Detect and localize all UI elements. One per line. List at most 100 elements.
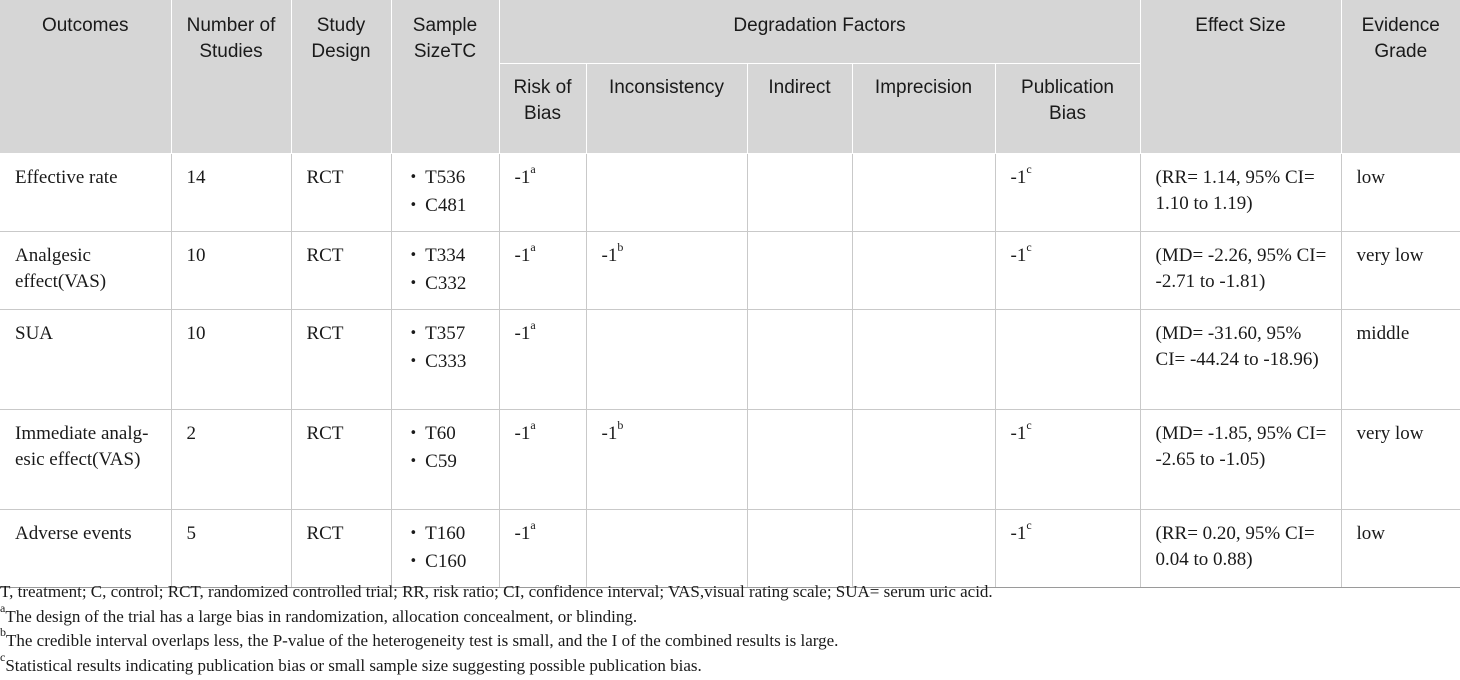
cell-risk-of-bias: -1a [499, 231, 587, 310]
risk-of-bias-value: -1 [514, 423, 531, 444]
cell-effect-size: (MD= -2.26, 95% CI= -2.71 to -1.81) [1140, 231, 1342, 310]
header-publication-bias: Publication Bias [995, 63, 1141, 154]
inconsistency-value-marker: b [617, 239, 624, 254]
publication-bias-value-marker: c [1026, 517, 1032, 532]
cell-risk-of-bias: -1a [499, 309, 587, 410]
cell-imprecision [852, 153, 996, 232]
cell-evidence-grade: low [1341, 153, 1460, 232]
cell-effect-size: (MD= -31.60, 95% CI= -44.24 to -18.96) [1140, 309, 1342, 410]
cell-evidence-grade: middle [1341, 309, 1460, 410]
publication-bias-value: -1 [1010, 167, 1027, 188]
cell-risk-of-bias: -1a [499, 509, 587, 588]
cell-inconsistency [586, 509, 748, 588]
sample-control: C333 [410, 349, 491, 377]
sample-control: C59 [410, 449, 491, 477]
risk-of-bias-value: -1 [514, 245, 531, 266]
risk-of-bias-value-marker: a [530, 239, 536, 254]
cell-evidence-grade: very low [1341, 409, 1460, 510]
cell-study-design: RCT [291, 309, 392, 410]
header-outcomes: Outcomes [0, 0, 172, 154]
header-effect-size: Effect Size [1140, 0, 1342, 154]
footnote-a: aThe design of the trial has a large bia… [0, 602, 1460, 630]
cell-imprecision [852, 231, 996, 310]
cell-indirect [747, 231, 853, 310]
risk-of-bias-value-marker: a [530, 161, 536, 176]
risk-of-bias-value: -1 [514, 523, 531, 544]
cell-risk-of-bias: -1a [499, 153, 587, 232]
outcome-text: Adverse events [15, 523, 132, 544]
cell-study-design: RCT [291, 153, 392, 232]
publication-bias-value-marker: c [1026, 417, 1032, 432]
inconsistency-value-marker: b [617, 417, 624, 432]
sample-treatment: T160 [410, 521, 491, 549]
footnote-a-text: The design of the trial has a large bias… [5, 606, 638, 626]
cell-number-of-studies: 2 [171, 409, 292, 510]
cell-indirect [747, 509, 853, 588]
cell-outcome: Effective rate [0, 153, 172, 232]
sample-size-list: T357C333 [407, 321, 491, 377]
evidence-grade-text: very low [1356, 423, 1424, 444]
footnote-b-marker: b [0, 625, 6, 640]
outcome-text: Immediate analg-esic effect(VAS) [15, 423, 149, 470]
sample-size-list: T60C59 [407, 421, 491, 477]
cell-imprecision [852, 509, 996, 588]
table-footnotes: T, treatment; C, control; RCT, randomize… [0, 580, 1460, 678]
footnote-a-marker: a [0, 600, 6, 615]
grade-evidence-table: Outcomes Number of Studies Study Design … [0, 0, 1460, 588]
cell-imprecision [852, 409, 996, 510]
design-text: RCT [306, 245, 344, 266]
header-sample-size: Sample SizeTC [391, 0, 500, 154]
design-text: RCT [306, 423, 344, 444]
publication-bias-value: -1 [1010, 523, 1027, 544]
cell-publication-bias: -1c [995, 409, 1141, 510]
cell-sample-size: T357C333 [391, 309, 500, 410]
cell-outcome: Analgesic effect(VAS) [0, 231, 172, 310]
cell-inconsistency [586, 309, 748, 410]
cell-outcome: SUA [0, 309, 172, 410]
cell-effect-size: (RR= 1.14, 95% CI= 1.10 to 1.19) [1140, 153, 1342, 232]
header-inconsistency: Inconsistency [586, 63, 748, 154]
outcome-text: Effective rate [15, 167, 118, 188]
design-text: RCT [306, 523, 344, 544]
inconsistency-value: -1 [601, 423, 618, 444]
cell-number-of-studies: 10 [171, 309, 292, 410]
effect-size-text: (MD= -1.85, 95% CI= -2.65 to -1.05) [1155, 423, 1327, 470]
cell-study-design: RCT [291, 509, 392, 588]
cell-publication-bias: -1c [995, 231, 1141, 310]
cell-indirect [747, 409, 853, 510]
cell-outcome: Adverse events [0, 509, 172, 588]
cell-imprecision [852, 309, 996, 410]
studies-text: 10 [186, 323, 206, 344]
cell-outcome: Immediate analg-esic effect(VAS) [0, 409, 172, 510]
sample-treatment: T60 [410, 421, 491, 449]
design-text: RCT [306, 323, 344, 344]
header-degradation-factors: Degradation Factors [499, 0, 1141, 64]
publication-bias-value-marker: c [1026, 161, 1032, 176]
table-row: Effective rate14RCTT536C481-1a-1c(RR= 1.… [0, 153, 1460, 232]
cell-risk-of-bias: -1a [499, 409, 587, 510]
sample-size-list: T334C332 [407, 243, 491, 299]
cell-study-design: RCT [291, 409, 392, 510]
design-text: RCT [306, 167, 344, 188]
sample-control: C160 [410, 549, 491, 577]
outcome-text: SUA [15, 323, 54, 344]
header-evidence-grade: Evidence Grade [1341, 0, 1460, 154]
sample-size-list: T536C481 [407, 165, 491, 221]
cell-indirect [747, 309, 853, 410]
footnote-b-text: The credible interval overlaps less, the… [6, 631, 839, 650]
cell-number-of-studies: 14 [171, 153, 292, 232]
header-risk-of-bias: Risk of Bias [499, 63, 587, 154]
effect-size-text: (MD= -31.60, 95% CI= -44.24 to -18.96) [1155, 323, 1319, 370]
cell-evidence-grade: very low [1341, 231, 1460, 310]
sample-treatment: T536 [410, 165, 491, 193]
studies-text: 14 [186, 167, 206, 188]
cell-inconsistency: -1b [586, 409, 748, 510]
cell-effect-size: (MD= -1.85, 95% CI= -2.65 to -1.05) [1140, 409, 1342, 510]
cell-effect-size: (RR= 0.20, 95% CI= 0.04 to 0.88) [1140, 509, 1342, 588]
effect-size-text: (RR= 1.14, 95% CI= 1.10 to 1.19) [1155, 167, 1315, 214]
risk-of-bias-value: -1 [514, 167, 531, 188]
effect-size-text: (MD= -2.26, 95% CI= -2.71 to -1.81) [1155, 245, 1327, 292]
risk-of-bias-value: -1 [514, 323, 531, 344]
publication-bias-value-marker: c [1026, 239, 1032, 254]
cell-publication-bias: -1c [995, 153, 1141, 232]
